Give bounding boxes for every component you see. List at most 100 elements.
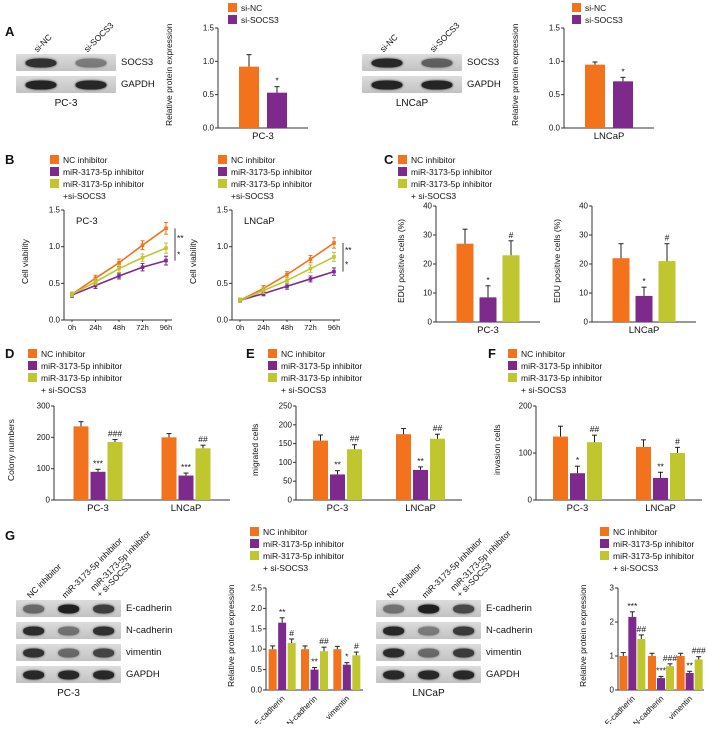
x-tick-label: N-cadherin bbox=[631, 694, 665, 724]
legend-label: miR-3173-5p inhibitor bbox=[281, 372, 363, 383]
legend-b-pc3: NC inhibitor miR-3173-5p inhibitor miR-317… bbox=[50, 154, 144, 201]
legend-item: miR-3173-5p inhibitor bbox=[398, 166, 492, 177]
blot-band bbox=[22, 648, 45, 657]
y-tick-label: 0 bbox=[528, 496, 533, 505]
legend-swatch bbox=[268, 361, 277, 370]
blot-strip bbox=[16, 76, 116, 93]
x-tick-label: E-cadherin bbox=[603, 694, 637, 724]
legend-item: miR-3173-5p inhibitor bbox=[600, 538, 694, 549]
blot-protein-label: SOCS3 bbox=[121, 57, 154, 68]
blot-strip bbox=[376, 600, 481, 617]
blot-band bbox=[417, 648, 440, 657]
blot-band bbox=[382, 604, 405, 613]
x-tick-label: 0h bbox=[68, 323, 76, 332]
legend-item: miR-3173-5p inhibitor bbox=[28, 372, 122, 383]
western-blot-emt-lncap: NC inhibitor miR-3173-5p inhibitor miR-317… bbox=[376, 524, 532, 699]
x-tick-label: LNCaP bbox=[171, 503, 202, 514]
bar-chart-svg: 0.0 0.5 1.0 1.5 * PC-3 bbox=[203, 24, 308, 142]
blot-band bbox=[92, 626, 115, 635]
legend-label: NC inhibitor bbox=[63, 154, 108, 165]
y-tick-label: 0 bbox=[584, 318, 589, 327]
x-tick-label: vimentin bbox=[667, 694, 694, 721]
y-tick-label: 0.0 bbox=[217, 316, 229, 325]
significance-label: ### bbox=[108, 429, 122, 439]
blot-strip bbox=[362, 54, 462, 71]
bar-si-NC bbox=[239, 66, 259, 128]
blot-band bbox=[92, 604, 115, 613]
legend-item: miR-3173-5p inhibitor bbox=[600, 550, 694, 561]
significance-label: ## bbox=[319, 636, 329, 646]
x-tick-label: 24h bbox=[257, 323, 270, 332]
bar-miR-3173-5p inhibitor bbox=[413, 469, 428, 500]
y-axis-label: migrated cells bbox=[250, 423, 260, 477]
significance-label: ## bbox=[637, 624, 647, 634]
y-tick-label: 0.0 bbox=[549, 124, 561, 133]
bar-chart-svg: 0 10 20 30 40 * # LNCaP bbox=[579, 202, 696, 336]
legend-item: miR-3173-5p inhibitor bbox=[398, 178, 492, 189]
legend-swatch bbox=[268, 373, 277, 382]
legend-d: NC inhibitor miR-3173-5p inhibitor miR-317… bbox=[28, 348, 122, 395]
legend-swatch bbox=[228, 15, 237, 24]
legend-label: NC inhibitor bbox=[231, 154, 276, 165]
legend-item-wrap: + si-SOCS3 bbox=[600, 562, 694, 573]
y-axis-label: Relative protein expression bbox=[510, 23, 520, 127]
legend-label: si-NC bbox=[241, 2, 263, 13]
legend-label: NC inhibitor bbox=[613, 526, 658, 537]
legend-item: si-SOCS3 bbox=[572, 14, 623, 25]
y-tick-label: 0.5 bbox=[49, 279, 61, 288]
legend-label: miR-3173-5p inhibitor bbox=[613, 538, 695, 549]
legend-e: NC inhibitor miR-3173-5p inhibitor miR-317… bbox=[268, 348, 362, 395]
legend-swatch bbox=[218, 167, 227, 176]
legend-item: miR-3173-5p inhibitor bbox=[218, 166, 312, 177]
significance-label: * bbox=[642, 276, 646, 286]
y-tick-label: 100 bbox=[519, 449, 533, 458]
significance-label: ## bbox=[590, 424, 600, 434]
blot-lane-labels: si-NC si-SOCS3 bbox=[362, 16, 462, 54]
legend-swatch bbox=[398, 167, 407, 176]
bar-NC inhibitor bbox=[676, 656, 685, 690]
bar-NC inhibitor bbox=[619, 656, 628, 690]
bar-NC inhibitor bbox=[313, 440, 328, 500]
blot-row: vimentin bbox=[376, 644, 532, 661]
significance-label: ** bbox=[311, 657, 318, 667]
y-tick-label: 40 bbox=[423, 202, 432, 211]
blot-band bbox=[57, 626, 80, 635]
significance-label: *** bbox=[656, 665, 667, 675]
legend-item: NC inhibitor bbox=[268, 348, 362, 359]
blot-lane-label: si-NC bbox=[378, 32, 400, 54]
blot-band bbox=[371, 80, 403, 89]
bar-chart-svg: 0 100 200 300 *** ### PC-3 *** ## LNCaP bbox=[37, 402, 230, 514]
x-tick-label: vimentin bbox=[324, 694, 351, 721]
legend-f: NC inhibitor miR-3173-5p inhibitor miR-317… bbox=[508, 348, 602, 395]
legend-item: miR-3173-5p inhibitor bbox=[28, 360, 122, 371]
blot-lane-labels: NC inhibitor miR-3173-5p inhibitor miR-317… bbox=[376, 524, 512, 600]
y-tick-label: 50 bbox=[283, 477, 292, 486]
data-point bbox=[140, 243, 145, 247]
significance-label: ### bbox=[663, 653, 677, 663]
blot-protein-label: vimentin bbox=[126, 647, 162, 658]
blot-row: E-cadherin bbox=[376, 600, 532, 617]
blot-band bbox=[452, 604, 475, 613]
blot-band bbox=[417, 604, 440, 613]
blot-band bbox=[25, 58, 57, 67]
legend-item-wrap: + si-SOCS3 bbox=[508, 384, 602, 395]
data-point bbox=[70, 292, 74, 297]
legend-label: miR-3173-5p inhibitor bbox=[411, 166, 493, 177]
bar-si-SOCS3 bbox=[613, 81, 633, 128]
x-tick-label: 48h bbox=[113, 323, 126, 332]
legend-swatch bbox=[50, 167, 59, 176]
y-tick-label: 1.5 bbox=[251, 624, 263, 633]
legend-item: NC inhibitor bbox=[600, 526, 694, 537]
blot-strip bbox=[376, 666, 481, 683]
bar-miR-3173-5p inhibitor bbox=[635, 295, 653, 322]
legend-label: + si-SOCS3 bbox=[41, 384, 87, 395]
significance-label: # bbox=[289, 628, 294, 638]
significance-label: * bbox=[345, 652, 349, 662]
legend-swatch bbox=[398, 155, 407, 164]
y-tick-label: 0 bbox=[428, 318, 433, 327]
blot-lane-label: NC inhibitor bbox=[384, 561, 423, 600]
legend-item: si-SOCS3 bbox=[228, 14, 279, 25]
blot-band bbox=[75, 58, 107, 67]
y-tick-label: 10 bbox=[579, 289, 588, 298]
